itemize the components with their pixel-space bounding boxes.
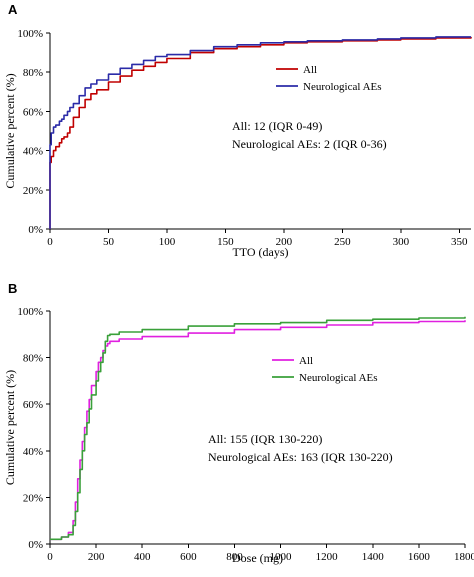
y-tick-label: 20% bbox=[23, 185, 43, 197]
x-tick-label: 300 bbox=[393, 236, 410, 248]
y-axis-title: Cumulative percent (%) bbox=[3, 370, 17, 485]
x-tick-label: 100 bbox=[159, 236, 176, 248]
x-tick-label: 400 bbox=[134, 551, 151, 563]
panel-b-chart: B 0% 20% 40% 60% 80% 100% 0 200 400 600 800 1000 1200… bbox=[3, 281, 474, 565]
x-tick-label: 1000 bbox=[270, 551, 293, 563]
median-annotation: All: 12 (IQR 0-49) bbox=[232, 119, 322, 133]
panel-letter-b: B bbox=[8, 281, 17, 296]
x-tick-label: 1200 bbox=[316, 551, 339, 563]
x-tick-label: 0 bbox=[47, 236, 53, 248]
x-tick-label: 200 bbox=[276, 236, 293, 248]
series-line-neurological-aes bbox=[49, 36, 471, 229]
panel-letter-a: A bbox=[8, 2, 18, 17]
x-tick-label: 1400 bbox=[362, 551, 385, 563]
median-annotation: Neurological AEs: 2 (IQR 0-36) bbox=[232, 137, 387, 151]
y-tick-label: 60% bbox=[23, 106, 43, 118]
y-tick-label: 100% bbox=[17, 28, 43, 40]
y-tick-label: 40% bbox=[23, 446, 43, 458]
median-annotation: All: 155 (IQR 130-220) bbox=[208, 432, 322, 446]
x-tick-label: 250 bbox=[334, 236, 351, 248]
y-tick-label: 40% bbox=[23, 146, 43, 158]
x-axis-title: Dose (mg) bbox=[232, 551, 283, 565]
y-tick-label: 100% bbox=[17, 306, 43, 318]
x-tick-label: 600 bbox=[180, 551, 197, 563]
x-tick-label: 150 bbox=[217, 236, 234, 248]
x-tick-label: 200 bbox=[88, 551, 105, 563]
median-annotation: Neurological AEs: 163 (IQR 130-220) bbox=[208, 450, 393, 464]
y-axis-title: Cumulative percent (%) bbox=[3, 73, 17, 188]
panel-a-chart: A 0% 20% 40% 60% 80% 100% 0 50 100 150 200 250 300 350… bbox=[3, 2, 472, 259]
y-tick-label: 80% bbox=[23, 353, 43, 365]
x-tick-label: 1600 bbox=[408, 551, 431, 563]
y-tick-label: 20% bbox=[23, 492, 43, 504]
y-tick-label: 80% bbox=[23, 67, 43, 79]
legend-label: All bbox=[303, 64, 317, 76]
legend-label: Neurological AEs bbox=[303, 81, 382, 93]
x-tick-label: 50 bbox=[103, 236, 115, 248]
series-line-all bbox=[50, 320, 466, 541]
y-tick-label: 60% bbox=[23, 399, 43, 411]
legend-label: Neurological AEs bbox=[299, 372, 378, 384]
x-tick-label: 0 bbox=[47, 551, 53, 563]
x-tick-label: 800 bbox=[226, 551, 243, 563]
x-tick-label: 350 bbox=[451, 236, 468, 248]
series-line-neurological-aes bbox=[50, 316, 466, 541]
y-tick-label: 0% bbox=[28, 539, 43, 551]
x-tick-label: 1800 bbox=[454, 551, 474, 563]
x-axis-title: TTO (days) bbox=[232, 245, 288, 259]
y-tick-label: 0% bbox=[28, 224, 43, 236]
legend-label: All bbox=[299, 355, 313, 367]
